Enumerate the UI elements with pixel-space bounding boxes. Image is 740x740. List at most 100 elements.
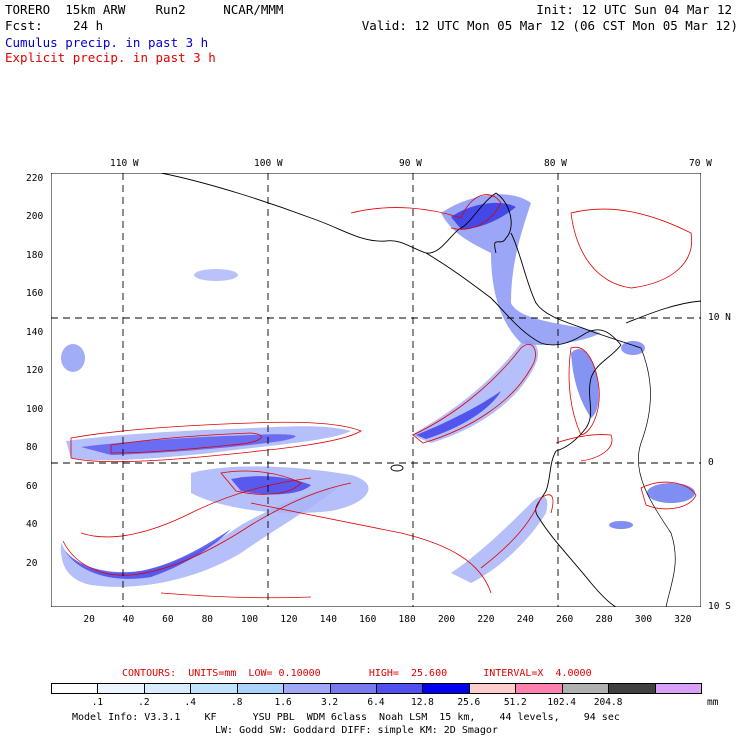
cumulus-blob-east-2 — [647, 483, 695, 503]
y-tick-label: 180 — [26, 249, 44, 261]
contour-south-wide — [250, 502, 492, 594]
cumulus-band-south-arc-core — [65, 529, 231, 579]
lon-label-70w: 70 W — [689, 158, 712, 169]
contour-caribbean — [570, 208, 693, 289]
contour-peru-coast — [480, 494, 554, 569]
y-tick-label: 20 — [26, 557, 38, 569]
colorbar-swatch — [190, 683, 238, 694]
border-inland — [637, 347, 676, 607]
forecast-hour: 24 h — [73, 18, 104, 33]
colorbar-label: 1.6 — [274, 697, 292, 708]
map-frame — [51, 173, 701, 607]
cumulus-blob-east-3 — [609, 521, 633, 529]
y-tick-label: 60 — [26, 480, 38, 492]
colorbar-swatch — [608, 683, 656, 694]
y-tick-label: 220 — [26, 173, 44, 184]
colorbar-swatch — [329, 683, 377, 694]
x-tick-label: 200 — [437, 614, 456, 625]
contours-info: CONTOURS: UNITS=mm LOW= 0.10000 HIGH= 25… — [122, 668, 592, 679]
model-info-line1: Model Info: V3.3.1 KF YSU PBL WDM 6class… — [72, 712, 620, 723]
lon-label-80w: 80 W — [544, 158, 567, 169]
valid-time: Valid: 12 UTC Mon 05 Mar 12 (06 CST Mon … — [361, 18, 738, 33]
x-tick-label: 320 — [674, 614, 692, 625]
galapagos-islands — [390, 464, 404, 472]
init-time: Init: 12 UTC Sun 04 Mar 12 — [536, 2, 732, 17]
coastline-central-america — [425, 252, 622, 346]
colorbar-label: .2 — [138, 697, 150, 708]
contour-south-arc-2 — [80, 477, 312, 538]
contour-central-blob — [220, 470, 302, 495]
x-tick-label: 120 — [280, 614, 298, 625]
cumulus-gulf-panama — [441, 194, 601, 345]
contour-gulf — [350, 194, 502, 230]
colorbar-label: .8 — [230, 697, 243, 708]
coastline-yucatan — [494, 192, 512, 254]
lat-label-10n: 10 N — [708, 312, 731, 323]
explicit-precip-contours — [62, 194, 697, 599]
cumulus-peru-coast — [451, 496, 548, 583]
coastline-venezuela — [625, 300, 701, 324]
lat-label-10s: 10 S — [708, 601, 731, 612]
contour-east-blob — [640, 481, 697, 510]
latlon-grid — [51, 173, 701, 607]
y-tick-label: 200 — [26, 211, 44, 223]
cumulus-band-itcz-north-core — [81, 434, 296, 455]
contour-itcz-north — [70, 421, 362, 463]
x-tick-label: 140 — [319, 614, 337, 625]
colorbar-swatch — [51, 683, 99, 694]
colorbar-swatch — [561, 683, 610, 694]
lon-label-100w: 100 W — [254, 158, 283, 169]
coastline-mexico — [160, 173, 497, 254]
colorbar-swatch — [97, 683, 145, 694]
contour-south-arc — [62, 482, 352, 576]
contour-colombia — [568, 346, 600, 436]
colorbar-swatch — [654, 683, 702, 694]
colorbar-label: 6.4 — [367, 697, 385, 708]
x-tick-label: 300 — [634, 614, 653, 625]
colorbar-swatch — [143, 683, 192, 694]
colorbar-label: 3.2 — [320, 697, 339, 708]
forecast-label: Fcst: — [5, 18, 43, 33]
model-title: TORERO 15km ARW Run2 NCAR/MMM — [5, 2, 284, 17]
x-tick-label: 100 — [240, 614, 259, 625]
y-tick-label: 140 — [26, 326, 44, 338]
colorbar-swatch — [422, 683, 470, 694]
colorbar-label: .1 — [91, 697, 104, 708]
colorbar-swatch — [376, 683, 424, 694]
model-info-line2: LW: Godd SW: Goddard DIFF: simple KM: 2D… — [215, 725, 498, 736]
cumulus-blob-east-1 — [621, 341, 645, 355]
colorbar-swatch — [515, 683, 563, 694]
lat-label-equator: 0 — [708, 457, 714, 468]
contour-ecuador-coast — [555, 434, 613, 462]
contour-south-basin — [160, 592, 312, 599]
colorbar-label: 204.8 — [593, 697, 623, 708]
colorbar-swatch — [236, 683, 285, 694]
x-tick-label: 60 — [162, 614, 174, 625]
x-tick-label: 240 — [516, 614, 534, 625]
cumulus-blob-west — [61, 344, 85, 372]
coastline-peru — [538, 517, 617, 607]
explicit-legend: Explicit precip. in past 3 h — [5, 50, 216, 65]
y-tick-label: 80 — [26, 442, 38, 454]
coastline-colombia — [555, 344, 622, 452]
y-tick-label: 40 — [26, 519, 38, 531]
colorbar-label: 51.2 — [503, 697, 527, 708]
x-tick-label: 160 — [359, 614, 377, 625]
y-tick-label: 120 — [26, 365, 44, 377]
precipitation-map — [51, 173, 701, 607]
x-tick-label: 260 — [556, 614, 574, 625]
cumulus-legend: Cumulus precip. in past 3 h — [5, 35, 209, 50]
cumulus-band-diagonal-core — [416, 391, 501, 439]
y-tick-label: 160 — [26, 288, 44, 300]
x-tick-label: 180 — [398, 614, 416, 625]
coastline-ecuador — [535, 450, 557, 519]
colorbar-units: mm — [707, 697, 719, 708]
colorbar-label: 25.6 — [457, 697, 481, 708]
colorbar-label: 102.4 — [547, 697, 577, 708]
x-tick-label: 280 — [595, 614, 613, 625]
colorbar-swatch — [468, 683, 517, 694]
x-tick-label: 220 — [477, 614, 495, 625]
cumulus-blob-north — [194, 269, 238, 281]
lon-label-90w: 90 W — [399, 158, 422, 169]
x-tick-label: 40 — [122, 614, 135, 625]
